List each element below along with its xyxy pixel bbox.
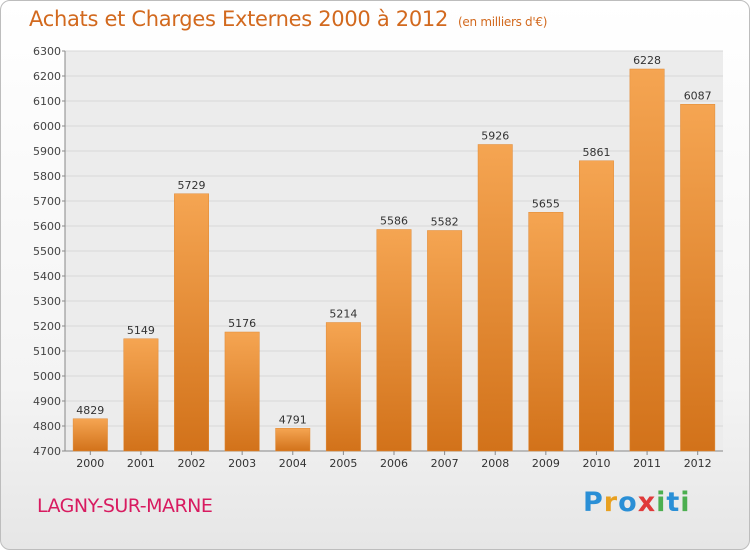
y-tick-label: 5200 [33,320,61,333]
bar [325,322,361,452]
x-tick-label: 2001 [127,457,155,470]
y-tick-label: 5600 [33,220,61,233]
bar [579,160,614,452]
logo-letter: x [637,487,657,518]
y-tick-label: 5800 [33,170,61,183]
y-tick-label: 5500 [33,245,61,258]
x-tick-label: 2000 [76,457,104,470]
data-label: 4791 [279,413,307,426]
logo-letter: r [603,487,619,518]
x-tick-label: 2011 [633,457,661,470]
y-tick-label: 6300 [33,45,61,58]
data-label: 5926 [481,130,509,143]
logo-letter: o [618,487,638,518]
data-label: 5655 [532,197,560,210]
y-tick-label: 5100 [33,345,61,358]
bar [224,331,260,452]
chart-title-text: Achats et Charges Externes 2000 à 2012 [29,7,449,31]
data-label: 4829 [76,404,104,417]
data-label: 5861 [582,146,610,159]
x-tick-label: 2008 [481,457,509,470]
x-tick-label: 2009 [532,457,560,470]
x-tick-label: 2002 [178,457,206,470]
y-tick-label: 4900 [33,395,61,408]
proxiti-logo: Proxiti [583,487,691,518]
logo-letter: i [680,487,691,518]
bar [477,144,513,452]
x-tick-label: 2004 [279,457,307,470]
bar [629,68,665,452]
x-tick-label: 2003 [228,457,256,470]
x-tick-label: 2005 [329,457,357,470]
data-label: 5176 [228,317,256,330]
y-tick-label: 5300 [33,295,61,308]
bar [680,104,716,452]
town-name: LAGNY-SUR-MARNE [37,495,213,517]
data-label: 5149 [127,324,155,337]
y-tick-label: 4800 [33,420,61,433]
bar [376,229,412,452]
bar [174,193,209,452]
x-tick-label: 2006 [380,457,408,470]
chart-title: Achats et Charges Externes 2000 à 2012 (e… [29,7,547,31]
bar [123,338,159,452]
x-tick-label: 2010 [582,457,610,470]
bar [72,418,108,452]
data-label: 5214 [329,308,357,321]
chart-subtitle: (en milliers d'€) [458,15,548,29]
data-label: 5586 [380,215,408,228]
bar [275,428,311,452]
x-tick-label: 2012 [684,457,712,470]
y-tick-label: 6200 [33,70,61,83]
y-tick-label: 4700 [33,445,61,458]
logo-letter: i [656,487,667,518]
bar [427,230,463,452]
logo-letter: P [583,487,604,518]
data-label: 5582 [431,216,459,229]
y-tick-label: 5900 [33,145,61,158]
data-label: 6228 [633,54,661,67]
y-tick-label: 6100 [33,95,61,108]
y-tick-label: 6000 [33,120,61,133]
logo-letter: t [666,487,681,518]
data-label: 6087 [684,89,712,102]
y-tick-label: 5400 [33,270,61,283]
data-label: 5729 [178,179,206,192]
bar [528,212,564,452]
y-tick-label: 5700 [33,195,61,208]
x-tick-label: 2007 [431,457,459,470]
y-tick-label: 5000 [33,370,61,383]
